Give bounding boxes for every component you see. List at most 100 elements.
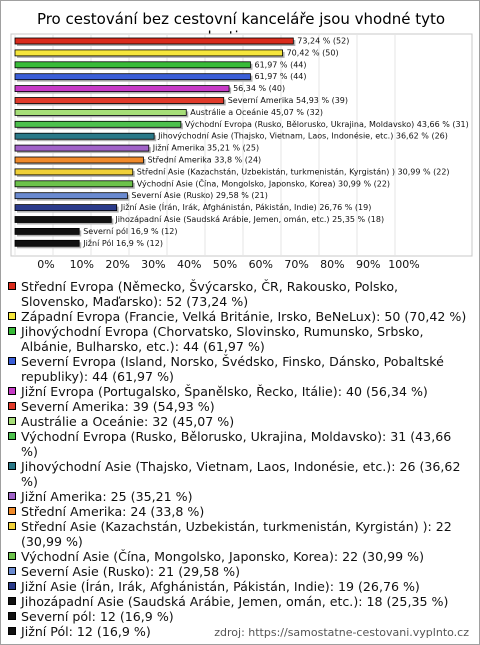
legend-label: Jižní Amerika: 25 (35,21 %) [21, 489, 193, 504]
data-label: Severní Amerika 54,93 % (39) [228, 96, 348, 105]
legend-label: Jihovýchodní Asie (Thajsko, Vietnam, Lao… [21, 459, 461, 489]
legend-label: Jihovýchodní Evropa (Chorvatsko, Slovins… [21, 324, 424, 354]
legend-entry: Austrálie a Oceánie: 32 (45,07 %) [7, 414, 469, 429]
bar [14, 61, 251, 69]
bar [14, 180, 134, 188]
legend-label: Východní Asie (Čína, Mongolsko, Japonsko… [21, 549, 424, 564]
bar [14, 144, 150, 152]
legend-swatch [8, 462, 16, 470]
legend-entry: Střední Amerika: 24 (33,8 %) [7, 504, 469, 519]
data-label: Austrálie a Oceánie 45,07 % (32) [190, 108, 323, 117]
data-label: Střední Amerika 33,8 % (24) [147, 156, 261, 165]
data-label: 61,97 % (44) [254, 60, 306, 69]
legend-entry: Severní Asie (Rusko): 21 (29,58 %) [7, 564, 469, 579]
x-axis: 0% 10% 20% 30% 40% 50% 60% 70% 80% 90% 100% [37, 258, 419, 271]
legend-entry: Severní Evropa (Island, Norsko, Švédsko,… [7, 354, 469, 384]
data-label: Východní Evropa (Rusko, Bělorusko, Ukraj… [185, 120, 469, 129]
data-label: 73,24 % (52) [297, 37, 349, 46]
legend-entry: Jižní Evropa (Portugalsko, Španělsko, Ře… [7, 384, 469, 399]
x-tick-label: 60% [249, 258, 273, 271]
legend-swatch [8, 582, 16, 590]
legend-swatch [8, 312, 16, 320]
legend-label: Jižní Evropa (Portugalsko, Španělsko, Ře… [21, 384, 428, 399]
bar [14, 85, 230, 92]
legend-label: Východní Evropa (Rusko, Bělorusko, Ukraj… [21, 429, 452, 459]
bar [14, 168, 134, 176]
x-tick-label: 50% [213, 258, 237, 271]
legend-entry: Jižní Pól: 12 (16,9 %) [7, 624, 469, 639]
x-tick-label: 100% [388, 258, 419, 271]
legend-entry: Jihozápadní Asie (Saudská Arábie, Jemen,… [7, 594, 469, 609]
bar [14, 227, 80, 235]
data-label: Severní pól 16,9 % (12) [83, 226, 177, 236]
legend-label: Západní Evropa (Francie, Velká Británie,… [21, 309, 467, 324]
source: zdroj: https://samostatne-cestovani.vypl… [214, 626, 469, 639]
bar [14, 49, 283, 57]
bar [14, 239, 80, 247]
data-label: 61,97 % (44) [254, 72, 306, 81]
x-tick-label: 30% [141, 258, 165, 271]
legend-swatch [8, 417, 16, 425]
legend-label: Jižní Asie (Írán, Irák, Afghánistán, Pák… [21, 579, 420, 594]
bar [14, 156, 144, 164]
x-tick-label: 20% [105, 258, 129, 271]
bar [14, 109, 187, 116]
legend-entry: Východní Evropa (Rusko, Bělorusko, Ukraj… [7, 429, 469, 459]
legend-swatch [8, 567, 16, 575]
x-tick-label: 70% [284, 258, 308, 271]
legend-swatch [8, 612, 16, 620]
legend-label: Jižní Pól: 12 (16,9 %) [21, 624, 151, 639]
data-label: Jižní Asie (Írán, Irák, Afghánistán, Pák… [120, 201, 372, 212]
data-label: 70,42 % (50) [287, 48, 339, 57]
legend: Střední Evropa (Německo, Švýcarsko, ČR, … [7, 279, 469, 639]
data-label: Východní Asie (Čína, Mongolsko, Japonsko… [137, 177, 390, 188]
data-label: Jižní Pól 16,9 % (12) [82, 238, 163, 248]
bar [14, 73, 251, 81]
legend-label: Severní Evropa (Island, Norsko, Švédsko,… [21, 354, 444, 384]
legend-swatch [8, 522, 16, 530]
legend-label: Jihozápadní Asie (Saudská Arábie, Jemen,… [21, 594, 449, 609]
legend-entry: Severní pól: 12 (16,9 %) [7, 609, 469, 624]
legend-entry: Střední Evropa (Německo, Švýcarsko, ČR, … [7, 279, 469, 309]
x-tick-label: 40% [177, 258, 201, 271]
data-label: Střední Asie (Kazachstán, Uzbekistán, tu… [137, 167, 450, 176]
legend-swatch [8, 597, 16, 605]
legend-entry: Východní Asie (Čína, Mongolsko, Japonsko… [7, 549, 469, 564]
legend-swatch [8, 282, 16, 290]
legend-entry: Západní Evropa (Francie, Velká Británie,… [7, 309, 469, 324]
legend-entry: Jihovýchodní Evropa (Chorvatsko, Slovins… [7, 324, 469, 354]
legend-label: Střední Amerika: 24 (33,8 %) [21, 504, 205, 519]
legend-swatch [8, 357, 16, 365]
legend-entry: Severní Amerika: 39 (54,93 %) [7, 399, 469, 414]
legend-entry: Střední Asie (Kazachstán, Uzbekistán, tu… [7, 519, 469, 549]
data-label: 56,34 % (40) [233, 84, 285, 93]
legend-entry: Jižní Asie (Írán, Irák, Afghánistán, Pák… [7, 579, 469, 594]
legend-swatch [8, 432, 16, 440]
chart: 73,24 % (52) 70,42 % (50) 61,97 % (44) 61,9… [10, 33, 473, 271]
legend-entry: Jižní Amerika: 25 (35,21 %) [7, 489, 469, 504]
bar [14, 216, 112, 223]
legend-swatch [8, 327, 16, 335]
legend-entry: Jihovýchodní Asie (Thajsko, Vietnam, Lao… [7, 459, 469, 489]
x-tick-label: 0% [37, 258, 54, 271]
bar [14, 37, 294, 45]
x-tick-label: 80% [320, 258, 344, 271]
legend-swatch [8, 387, 16, 395]
x-tick-label: 90% [356, 258, 380, 271]
bar [14, 192, 128, 200]
legend-swatch [8, 627, 16, 635]
bar [14, 132, 155, 140]
legend-swatch [8, 402, 16, 410]
legend-label: Střední Evropa (Německo, Švýcarsko, ČR, … [21, 279, 399, 309]
legend-swatch [8, 492, 16, 500]
x-tick-label: 10% [70, 258, 94, 271]
data-label: Jihozápadní Asie (Saudská Arábie, Jemen,… [114, 215, 384, 224]
bar [14, 120, 182, 128]
bar [14, 97, 225, 104]
bar [14, 204, 118, 212]
legend-label: Severní pól: 12 (16,9 %) [21, 609, 174, 624]
data-label: Jižní Amerika 35,21 % (25) [152, 144, 259, 153]
legend-swatch [8, 507, 16, 515]
legend-label: Severní Asie (Rusko): 21 (29,58 %) [21, 564, 241, 579]
